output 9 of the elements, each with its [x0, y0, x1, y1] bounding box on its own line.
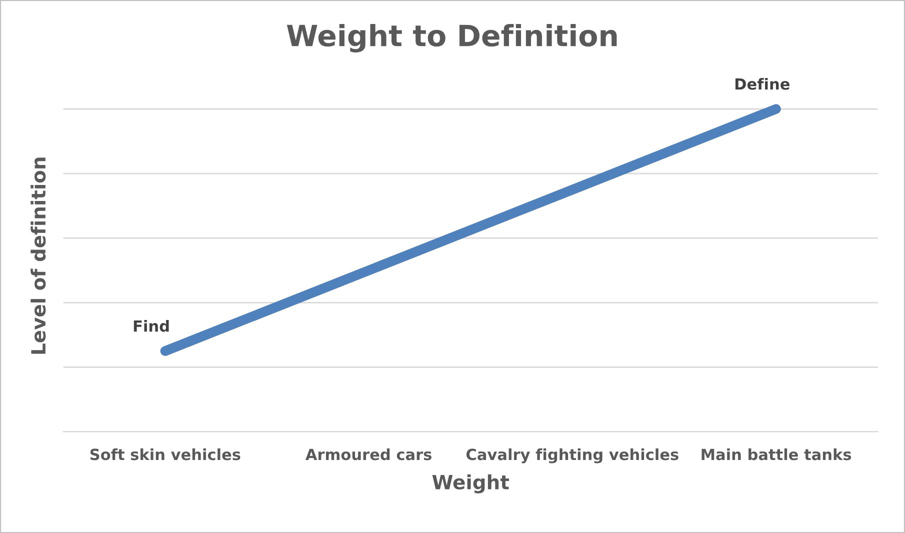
- x-tick-label: Armoured cars: [305, 448, 432, 460]
- y-axis-title: Level of definition: [30, 158, 46, 354]
- x-tick-label: Main battle tanks: [702, 448, 852, 460]
- annotation: Find: [134, 320, 169, 332]
- chart-title: Weight to Definition: [286, 24, 617, 52]
- x-axis-title: Weight: [432, 474, 509, 494]
- x-tick-label: Cavalry fighting vehicles: [466, 448, 678, 464]
- annotation: Define: [735, 78, 790, 90]
- x-tick-label: Soft skin vehicles: [90, 448, 240, 460]
